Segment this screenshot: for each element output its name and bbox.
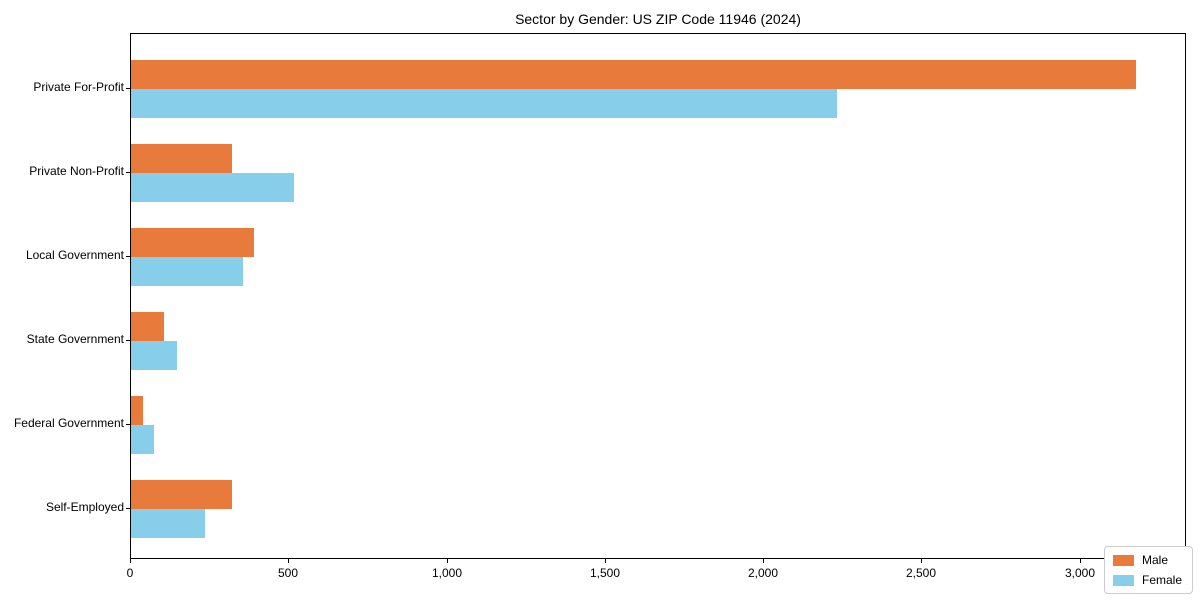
bar-female-5 [131,425,154,454]
y-tick-mark [126,172,130,173]
legend-item-male: Male [1112,553,1182,567]
chart-title: Sector by Gender: US ZIP Code 11946 (202… [515,11,801,27]
y-axis-label-5: Federal Government [13,416,124,430]
x-tick-mark [1080,559,1081,563]
y-tick-mark [126,424,130,425]
y-axis-label-2: Private Non-Profit [29,164,124,178]
x-axis-label-3,000: 3,000 [1064,566,1096,580]
x-tick-mark [130,559,131,563]
x-axis-label-0: 0 [126,566,134,580]
x-tick-mark [921,559,922,563]
y-axis-label-4: State Government [26,332,124,346]
x-tick-mark [605,559,606,563]
legend: Male Female [1103,546,1193,594]
legend-item-female: Female [1112,573,1182,587]
x-axis-label-500: 500 [277,566,299,580]
bar-female-1 [131,89,837,118]
bar-female-2 [131,173,294,202]
y-tick-mark [126,256,130,257]
legend-swatch-female [1112,574,1134,586]
legend-label-female: Female [1141,573,1182,587]
x-tick-mark [447,559,448,563]
bar-male-3 [131,228,254,257]
y-tick-mark [126,340,130,341]
bar-male-1 [131,60,1136,89]
bar-male-2 [131,144,232,173]
y-axis-label-3: Local Government [25,248,124,262]
y-tick-mark [126,508,130,509]
bar-male-4 [131,312,164,341]
y-tick-mark [126,88,130,89]
x-tick-mark [288,559,289,563]
x-axis-label-1,000: 1,000 [431,566,463,580]
y-axis-label-1: Private For-Profit [33,80,124,94]
bar-male-6 [131,480,232,509]
bar-female-3 [131,257,243,286]
x-axis-label-2,500: 2,500 [905,566,937,580]
legend-label-male: Male [1141,553,1168,567]
plot-area [130,33,1186,559]
bar-male-5 [131,396,143,425]
bar-female-4 [131,341,177,370]
bar-female-6 [131,509,205,538]
x-axis-label-1,500: 1,500 [589,566,621,580]
x-axis-label-2,000: 2,000 [747,566,779,580]
y-axis-label-6: Self-Employed [45,500,124,514]
x-tick-mark [763,559,764,563]
legend-swatch-male [1112,554,1134,566]
